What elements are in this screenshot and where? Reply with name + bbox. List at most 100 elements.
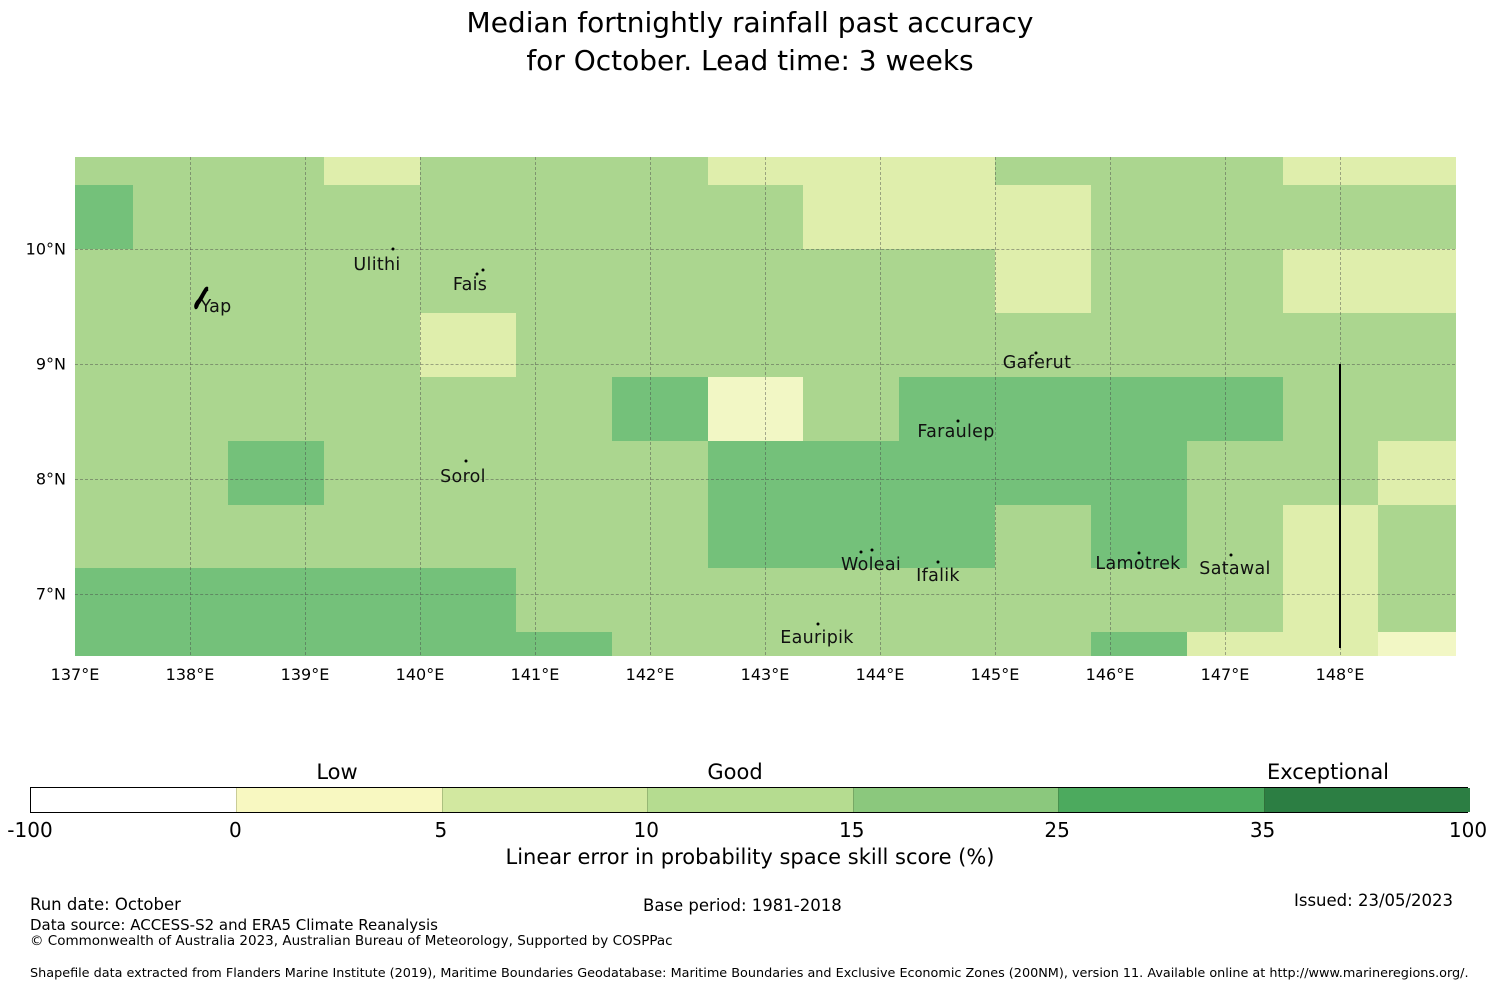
grid-cell (515, 312, 613, 378)
footer-shapefile-credit: Shapefile data extracted from Flanders M… (30, 966, 1469, 981)
island-marker-dot (1137, 551, 1141, 555)
grid-cell (75, 632, 134, 656)
footer-copyright: © Commonwealth of Australia 2023, Austra… (30, 933, 673, 949)
grid-cell (1090, 632, 1188, 656)
y-axis-tick-label: 10°N (25, 239, 66, 259)
colorbar-tick-label: 0 (229, 818, 242, 842)
grid-cell (515, 157, 613, 186)
island-label: Yap (200, 297, 232, 317)
grid-cell (1282, 632, 1379, 656)
longitude-gridline (190, 157, 191, 655)
grid-cell (515, 632, 613, 656)
grid-cell (995, 249, 1092, 314)
colorbar (30, 787, 1470, 813)
grid-cell (1378, 632, 1456, 656)
grid-cell (899, 440, 996, 506)
longitude-gridline (1225, 157, 1226, 655)
grid-cell (803, 376, 900, 442)
grid-cell (324, 440, 421, 506)
grid-cell (324, 568, 421, 633)
grid-cell (1282, 312, 1379, 378)
grid-cell (707, 249, 804, 314)
grid-cell (1090, 185, 1188, 250)
grid-cell (515, 185, 613, 250)
grid-cell (1378, 568, 1456, 633)
x-axis-tick-label: 146°E (1085, 664, 1135, 684)
figure-title-line1: Median fortnightly rainfall past accurac… (466, 6, 1034, 39)
grid-cell (611, 632, 709, 656)
grid-cell (324, 376, 421, 442)
grid-cell (75, 568, 134, 633)
grid-cell (1282, 568, 1379, 633)
grid-cell (611, 249, 709, 314)
grid-cell (324, 157, 421, 186)
colorbar-segment (852, 788, 1060, 812)
grid-cell (75, 312, 134, 378)
grid-cell (995, 568, 1092, 633)
longitude-gridline (650, 157, 651, 655)
grid-cell (1186, 185, 1284, 250)
grid-cell (611, 568, 709, 633)
grid-cell (1282, 157, 1379, 186)
grid-cell (707, 568, 804, 633)
island-marker-dot (816, 622, 820, 626)
grid-cell (707, 185, 804, 250)
island-marker-dot (1229, 553, 1233, 557)
grid-cell (420, 312, 517, 378)
island-marker-dot (1034, 351, 1038, 355)
grid-cell (228, 632, 325, 656)
longitude-gridline (880, 157, 881, 655)
x-axis-tick-label: 138°E (165, 664, 215, 684)
x-axis-tick-label: 145°E (970, 664, 1020, 684)
x-axis-tick-label: 140°E (395, 664, 445, 684)
footer-run-date: Run date: October (30, 895, 181, 914)
grid-cell (324, 504, 421, 570)
grid-cell (1378, 504, 1456, 570)
x-axis-tick-label: 142°E (625, 664, 675, 684)
grid-cell (1282, 376, 1379, 442)
grid-cell (132, 312, 229, 378)
grid-cell (132, 440, 229, 506)
grid-cell (707, 157, 804, 186)
longitude-gridline (1110, 157, 1111, 655)
grid-cell (515, 440, 613, 506)
grid-cell (132, 185, 229, 250)
colorbar-tick-label: 25 (1044, 818, 1070, 842)
grid-cell (1378, 312, 1456, 378)
grid-cell (420, 185, 517, 250)
grid-cell (228, 249, 325, 314)
grid-cell (228, 568, 325, 633)
grid-cell (1282, 249, 1379, 314)
grid-cell (515, 568, 613, 633)
grid-cell (1186, 376, 1284, 442)
eez-boundary-line (1339, 364, 1341, 648)
colorbar-tick-label: 10 (633, 818, 660, 842)
island-label: Lamotrek (1095, 554, 1181, 574)
island-marker-dot (936, 560, 940, 564)
island-label: Satawal (1199, 559, 1271, 579)
grid-cell (899, 312, 996, 378)
grid-cell (75, 440, 134, 506)
grid-cell (228, 185, 325, 250)
grid-cell (1186, 157, 1284, 186)
island-marker-dot (391, 247, 395, 251)
island-marker-dot (956, 419, 960, 423)
grid-cell (420, 504, 517, 570)
grid-cell (132, 632, 229, 656)
grid-cell (1378, 185, 1456, 250)
grid-cell (420, 376, 517, 442)
longitude-gridline (765, 157, 766, 655)
island-marker-dot (481, 268, 485, 272)
map-plot-area (75, 157, 1456, 656)
latitude-gridline (75, 364, 1455, 365)
grid-cell (75, 504, 134, 570)
grid-cell (611, 440, 709, 506)
grid-cell (707, 376, 804, 442)
grid-cell (899, 185, 996, 250)
grid-cell (803, 157, 900, 186)
island-label: Fais (452, 275, 488, 295)
x-axis-tick-label: 148°E (1315, 664, 1365, 684)
island-marker-dot (475, 272, 479, 276)
grid-cell (611, 185, 709, 250)
grid-cell (75, 157, 134, 186)
